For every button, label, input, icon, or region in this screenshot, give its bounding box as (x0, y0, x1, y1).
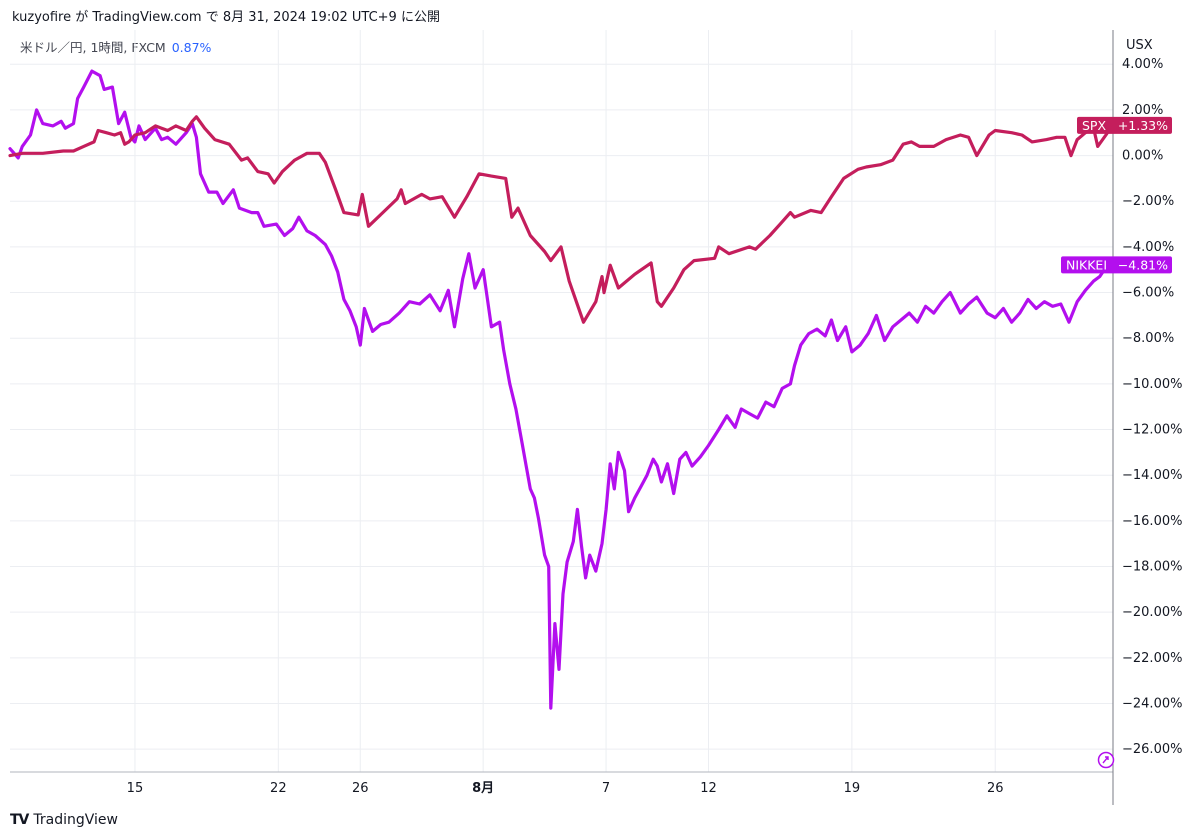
y-tick-label: −2.00% (1122, 194, 1174, 209)
series-value-label: −4.81% (1118, 257, 1168, 272)
y-tick-label: −22.00% (1122, 651, 1182, 666)
y-tick-label: −16.00% (1122, 514, 1182, 529)
y-tick-label: −18.00% (1122, 560, 1182, 575)
series-line-spx (8, 115, 1114, 324)
series-value-label: +1.33% (1118, 118, 1168, 133)
x-tick-label: 12 (700, 781, 717, 796)
y-tick-label: −12.00% (1122, 423, 1182, 438)
symbol-change: 0.87% (171, 40, 212, 55)
series-name-label: NIKKEI (1066, 257, 1107, 272)
y-tick-label: 0.00% (1122, 149, 1163, 164)
y-tick-label: 2.00% (1122, 103, 1163, 118)
x-tick-label: 26 (352, 781, 369, 796)
brand-name: TradingView (33, 812, 118, 828)
x-tick-label: 22 (270, 781, 287, 796)
y-tick-label: −20.00% (1122, 605, 1182, 620)
x-tick-label: 19 (844, 781, 861, 796)
y-tick-label: −8.00% (1122, 331, 1174, 346)
x-tick-label: 15 (127, 781, 144, 796)
x-tick-label: 8月 (472, 781, 494, 796)
x-tick-label: 7 (602, 781, 610, 796)
symbol-legend[interactable]: 米ドル／円, 1時間, FXCM 0.87% (20, 37, 211, 56)
symbol-name: 米ドル／円, 1時間, FXCM (20, 40, 166, 55)
y-tick-label: −4.00% (1122, 240, 1174, 255)
scroll-arrow-icon (1102, 756, 1109, 764)
y-tick-label: −10.00% (1122, 377, 1182, 392)
series-name-label: SPX (1082, 118, 1106, 133)
y-tick-label: −24.00% (1122, 697, 1182, 712)
series-label-bg-nikkei (1061, 256, 1172, 274)
tradingview-logo-icon: TV (10, 812, 29, 828)
publish-header: kuzyofire が TradingView.com で 8月 31, 202… (12, 10, 440, 25)
y-tick-label: 4.00% (1122, 57, 1163, 72)
currency-label[interactable]: USX (1126, 38, 1153, 53)
x-tick-label: 26 (987, 781, 1004, 796)
y-tick-label: −14.00% (1122, 468, 1182, 483)
y-tick-label: −26.00% (1122, 742, 1182, 757)
series-label-bg-spx (1077, 116, 1172, 134)
footer-branding[interactable]: TV TradingView (10, 812, 118, 828)
y-tick-label: −6.00% (1122, 286, 1174, 301)
